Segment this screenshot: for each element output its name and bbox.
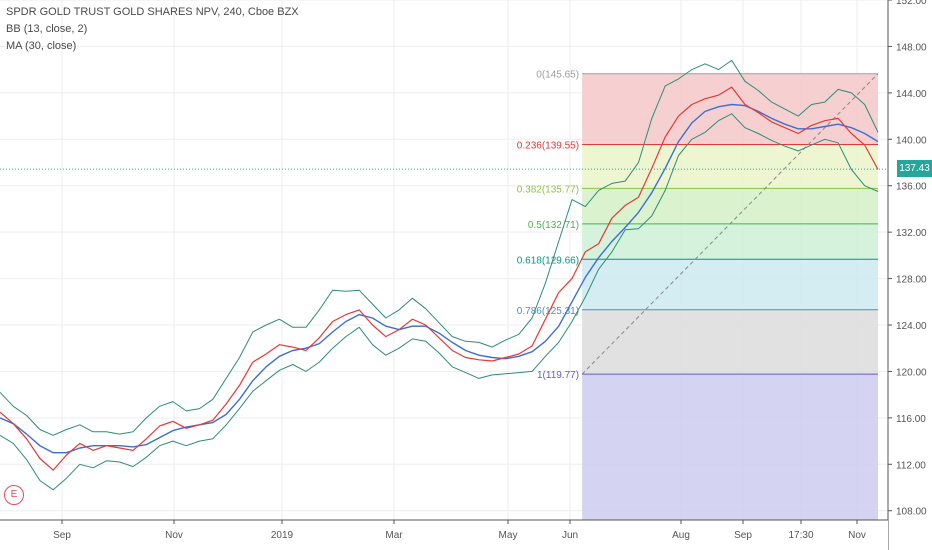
fib-level-label: 1(119.77) [537, 370, 579, 381]
fibonacci-levels: 0(145.65) 0.236(139.55) 0.382(135.77) 0.5(1… [517, 70, 878, 381]
price-series [0, 86, 879, 471]
fib-level-label: 0.382(135.77) [517, 184, 579, 195]
fibonacci-zones [582, 73, 878, 520]
x-tick-label: Sep [734, 530, 752, 541]
fib-zone [582, 223, 878, 260]
x-tick-label: Mar [385, 530, 403, 541]
x-tick-label: Nov [848, 530, 866, 541]
current-price-label: 137.43 [897, 160, 932, 177]
series [0, 59, 879, 491]
legend-title[interactable]: SPDR GOLD TRUST GOLD SHARES NPV, 240, Cb… [6, 6, 299, 18]
fibonacci-trend-line[interactable] [581, 73, 879, 375]
fib-level-label: 0.236(139.55) [517, 141, 579, 152]
y-tick-label: 140.00 [896, 135, 927, 146]
fib-zone [582, 144, 878, 189]
y-tick-label: 112.00 [896, 460, 926, 471]
bb-upper-series [0, 59, 879, 436]
legend-ma[interactable]: MA (30, close) [6, 40, 77, 52]
fib-zone [582, 73, 878, 145]
y-tick-label: 124.00 [896, 321, 927, 332]
y-tick-label: 128.00 [896, 275, 927, 286]
y-tick-label: 116.00 [896, 414, 926, 425]
y-tick-label: 136.00 [896, 182, 927, 193]
fib-zone [582, 188, 878, 224]
earnings-marker-icon[interactable]: E [4, 485, 24, 505]
fib-zone [582, 309, 878, 375]
fib-level-label: 0.786(125.31) [517, 306, 579, 317]
y-tick-label: 144.00 [896, 89, 927, 100]
y-tick-label: 120.00 [896, 367, 927, 378]
y-tick-label: 152.00 [896, 0, 927, 7]
y-tick-label: 148.00 [896, 42, 927, 53]
chart-legend: SPDR GOLD TRUST GOLD SHARES NPV, 240, Cb… [6, 4, 299, 55]
x-tick-label: Aug [672, 530, 690, 541]
fib-zone [582, 259, 878, 310]
x-tick-label: May [499, 530, 518, 541]
ma-series [0, 103, 879, 454]
fib-level-label: 0.5(132.71) [528, 220, 579, 231]
x-tick-label: Jun [562, 530, 578, 541]
fib-zone [582, 374, 878, 520]
fib-level-label: 0(145.65) [536, 70, 579, 81]
fib-level-label: 0.618(129.66) [517, 255, 579, 266]
y-tick-label: 132.00 [896, 228, 927, 239]
time-axis-panel [0, 520, 888, 550]
bb-lower-series [0, 113, 879, 491]
price-axis-panel [888, 0, 932, 550]
x-tick-label: 2019 [271, 530, 294, 541]
legend-bb[interactable]: BB (13, close, 2) [6, 23, 88, 35]
x-tick-label: Sep [53, 530, 71, 541]
y-tick-label: 108.00 [896, 507, 927, 518]
x-tick-label: Nov [165, 530, 183, 541]
x-tick-label: 17:30 [788, 530, 813, 541]
